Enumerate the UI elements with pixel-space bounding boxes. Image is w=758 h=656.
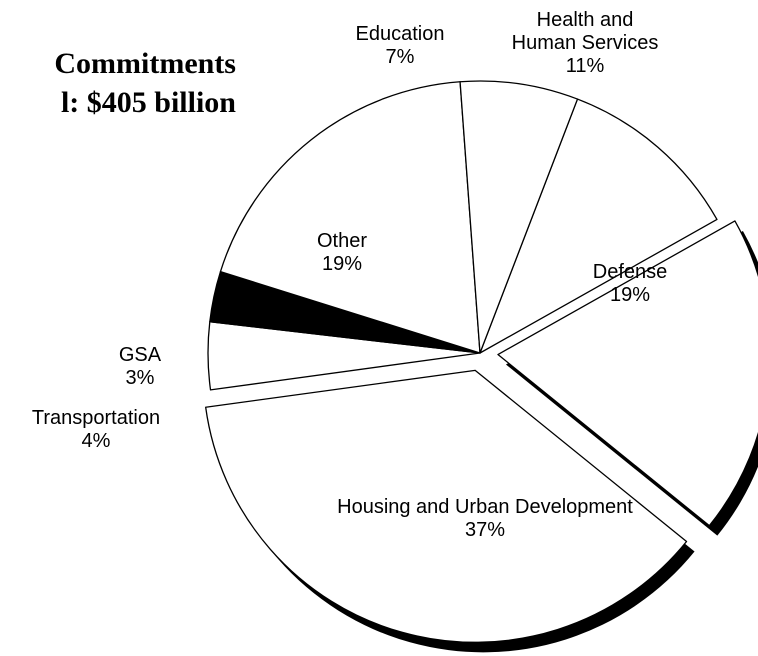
slice-name-label-health-and-human-services: Health and <box>537 9 634 31</box>
slice-name-label-transportation: Transportation <box>32 407 160 429</box>
pie-slice-other <box>219 81 481 354</box>
slice-name-label-education: Education <box>356 23 445 45</box>
slice-name-label-housing-and-urban-development: Housing and Urban Development <box>337 496 633 518</box>
slice-percent-label-education: 7% <box>386 46 415 68</box>
slice-name-label-defense: Defense <box>593 261 668 283</box>
pie-slice-health-and-human-services <box>479 98 718 354</box>
slice-percent-label-housing-and-urban-development: 37% <box>465 519 505 541</box>
slice-percent-label-health-and-human-services: 11% <box>566 55 605 77</box>
slice-name-label-other: Other <box>317 230 367 252</box>
pie-slice-defense <box>497 220 758 527</box>
pie-slice-education <box>459 80 579 354</box>
chart-title-line-1: Commitments <box>54 47 236 80</box>
slice-percent-label-transportation: 4% <box>82 430 111 452</box>
pie-slice-housing-and-urban-development <box>205 369 688 643</box>
slice-name-label-gsa: GSA <box>119 344 162 366</box>
slice-percent-label-other: 19% <box>322 253 362 275</box>
chart-title-line-2: l: $405 billion <box>61 86 236 119</box>
slice-percent-label-gsa: 3% <box>126 367 155 389</box>
slice-percent-label-defense: 19% <box>610 284 650 306</box>
slice-name-label-health-and-human-services: Human Services <box>512 32 659 54</box>
